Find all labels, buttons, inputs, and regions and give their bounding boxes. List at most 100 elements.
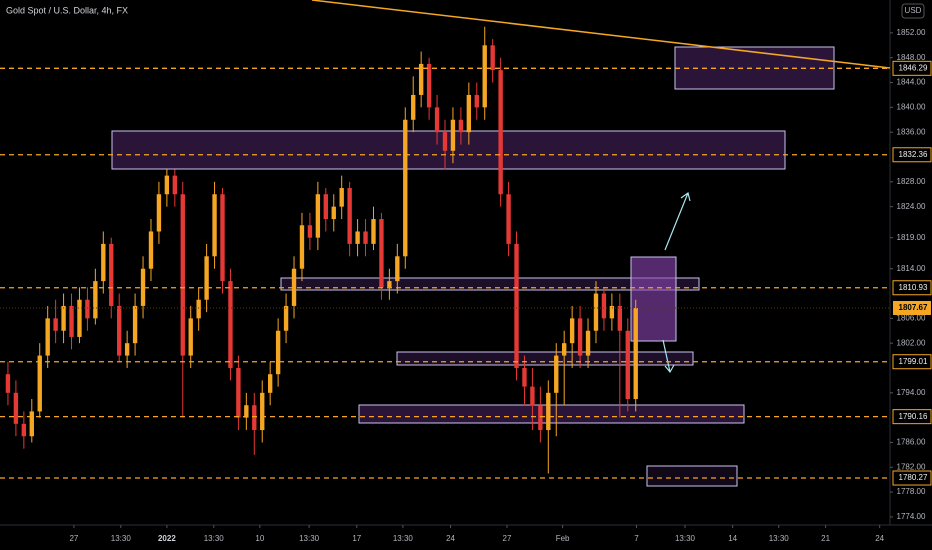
candle-body [403,119,408,257]
zone [111,130,786,170]
candle-body [260,392,265,431]
candle-body [77,299,82,337]
y-tick-label: 1782.00 [897,462,926,471]
candle-body [124,343,130,356]
x-tick-label: 13:30 [675,534,696,543]
candle-body [220,194,225,282]
x-tick-label: 17 [352,534,361,543]
candle-body [538,405,543,431]
candle-body [275,330,281,375]
candles [5,26,638,474]
x-tick-label: 13:30 [204,534,225,543]
candle-body [331,206,336,220]
level-label: 1810.93 [899,283,928,292]
y-tick-label: 1774.00 [897,512,926,521]
candle-body [625,330,630,400]
candle-body [442,132,448,151]
level-badge [892,280,932,296]
x-tick-label: 27 [69,534,78,543]
candle-body [458,119,464,133]
candle-body [196,299,201,319]
y-tick-label: 1848.00 [897,53,926,62]
y-tick-label: 1819.00 [897,233,926,242]
candle-body [212,194,217,257]
candle-body [267,374,273,393]
y-tick-label: 1786.00 [897,438,926,447]
candle-body [395,256,400,282]
candle-body [148,231,154,269]
candle-body [188,318,193,356]
x-tick-label: 13:30 [299,534,320,543]
candle-body [29,411,34,437]
candle-body [252,405,257,431]
candle-body [21,423,27,437]
candle-body [418,63,424,95]
currency-badge[interactable] [901,3,925,19]
candle-body [132,305,138,344]
level-label: 1780.27 [899,473,928,482]
y-tick-label: 1778.00 [897,487,926,496]
level-badge [892,354,932,370]
currency: USD [905,6,922,15]
candle-body [5,374,11,393]
candle-body [617,305,623,331]
candle-body [498,70,503,195]
x-tick-label: 27 [503,534,512,543]
candle-body [156,194,162,232]
candle-body [562,343,567,356]
last-price-badge [893,300,931,315]
level-badge [892,409,932,425]
y-tick-label: 1828.00 [897,177,926,186]
y-tick-label: 1806.00 [897,313,926,322]
candle-body [609,305,615,319]
candle-body [546,392,551,431]
zone [280,277,700,291]
level-label: 1846.29 [899,63,928,72]
arrow-down [662,339,675,374]
level-badge [892,147,932,163]
x-tick-label: 7 [634,534,639,543]
candle-body [379,219,384,288]
x-tick-label: 13:30 [769,534,790,543]
x-tick-label: 2022 [158,534,176,543]
level-label: 1790.16 [899,412,928,421]
zone [674,46,835,90]
candle-body [355,231,360,244]
y-tick-label: 1852.00 [897,28,926,37]
zone [396,351,694,366]
candle-body [85,299,90,319]
candle-body [307,225,313,238]
candle-body [93,281,98,319]
x-tick-label: 24 [875,534,884,543]
candle-body [387,281,392,288]
candle-body [339,188,344,207]
candle-body [633,307,638,400]
chart-title: Gold Spot / U.S. Dollar, 4h, FX [6,5,128,15]
candle-body [593,293,599,331]
candle-body [554,355,559,393]
candle-body [69,305,74,337]
arrows [662,191,691,374]
candle-body [482,45,487,108]
x-tick-label: 21 [821,534,830,543]
candle-body [140,268,146,306]
candle-body [291,268,297,306]
candle-body [530,386,535,406]
candle-body [601,293,607,319]
y-tick-label: 1844.00 [897,78,926,87]
candle-body [228,281,233,368]
candle-body [514,243,519,368]
last-price-label: 1807.67 [899,303,928,312]
candle-body [283,305,289,331]
candle-body [585,330,591,356]
candle-body [204,256,209,300]
candle-body [426,63,432,108]
candle-body [164,175,170,195]
zone [646,465,738,487]
level-badge [892,60,932,76]
zones [111,46,835,487]
candle-body [244,405,249,418]
candle-body [371,219,376,244]
y-tick-label: 1814.00 [897,264,926,273]
